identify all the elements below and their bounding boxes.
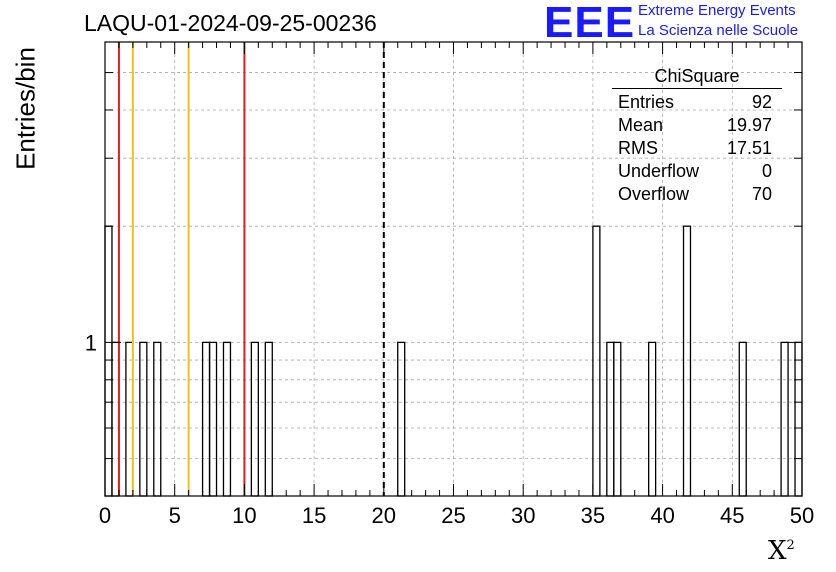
stats-value: 19.97 [726, 115, 772, 135]
histogram-bar [592, 225, 601, 497]
histogram-bar [208, 341, 218, 497]
logo-line-1: Extreme Energy Events [638, 2, 796, 19]
eee-logo: EEE [544, 0, 636, 47]
stats-label: Overflow [618, 184, 690, 204]
histogram-bar [111, 341, 120, 497]
reference-lines [117, 42, 385, 496]
histogram-bar [606, 341, 615, 497]
histogram-bar [780, 341, 789, 497]
stats-row: Mean 19.97 [612, 114, 782, 137]
x-tick-label: 50 [790, 503, 814, 528]
x-tick-label: 0 [99, 503, 111, 528]
y-tick-label: 1 [85, 330, 97, 355]
histogram-bar [222, 341, 232, 497]
x-tick-label: 30 [511, 503, 535, 528]
x-tick-label: 40 [650, 503, 674, 528]
stats-row: Underflow 0 [612, 160, 782, 183]
histogram-bar [153, 341, 162, 497]
histogram-bar [682, 225, 692, 497]
histogram-bar [104, 225, 113, 497]
y-axis-label: Entries/bin [10, 47, 41, 170]
histogram-bar [648, 341, 657, 497]
histogram-bar [264, 341, 273, 497]
x-axis-label-main: X [768, 536, 787, 566]
stats-box: ChiSquare Entries 92 Mean 19.97 RMS 17.51 U… [612, 66, 782, 206]
stats-title: ChiSquare [612, 66, 782, 89]
histogram-bar [613, 341, 622, 497]
stats-row: RMS 17.51 [612, 137, 782, 160]
x-tick-label: 45 [720, 503, 744, 528]
histogram-bar [397, 341, 406, 497]
stats-value: 92 [751, 92, 772, 112]
x-tick-label: 5 [169, 503, 181, 528]
x-axis-label: X2 [768, 536, 795, 566]
x-tick-label: 35 [581, 503, 605, 528]
x-axis-label-sup: 2 [786, 538, 795, 553]
histogram-bar [201, 341, 211, 497]
histogram-bar [794, 341, 803, 497]
stats-row: Overflow 70 [612, 183, 782, 206]
stats-label: Entries [618, 92, 675, 112]
stats-label: Underflow [618, 161, 700, 181]
histogram-bar [250, 341, 259, 497]
histogram-bar [738, 341, 747, 497]
x-tick-label: 20 [372, 503, 396, 528]
chart-title: LAQU-01-2024-09-25-00236 [84, 10, 377, 36]
histogram-bar [125, 341, 134, 497]
stats-value: 0 [761, 161, 772, 181]
x-tick-label: 10 [232, 503, 256, 528]
stats-value: 17.51 [726, 138, 772, 158]
x-tick-label: 25 [441, 503, 465, 528]
stats-row: Entries 92 [612, 91, 782, 114]
stats-label: Mean [618, 115, 664, 135]
stats-label: RMS [618, 138, 658, 158]
x-tick-label: 15 [302, 503, 326, 528]
histogram-bar [139, 341, 148, 497]
axis-ticks: 0 5 10 15 20 25 30 35 40 45 50 1 [85, 42, 814, 528]
logo-line-2: La Scienza nelle Scuole [638, 22, 799, 39]
stats-value: 70 [751, 184, 772, 204]
